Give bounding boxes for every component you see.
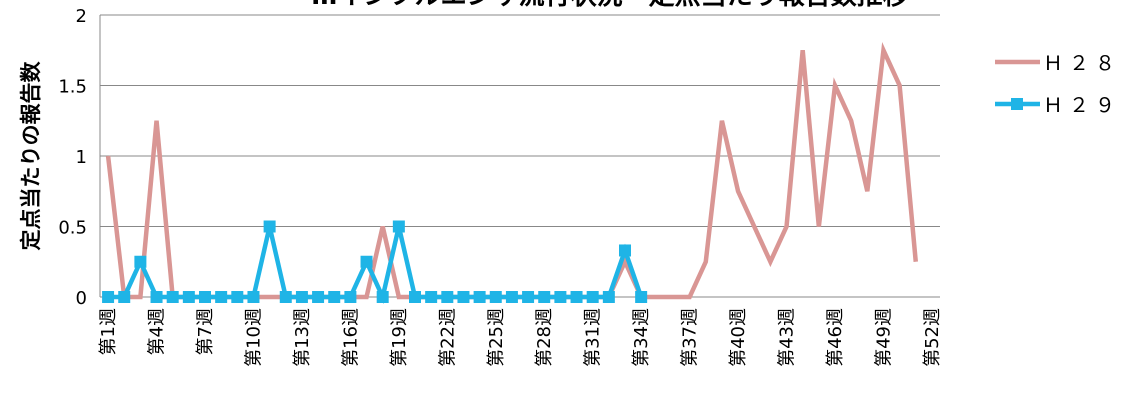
x-tick-label: 第28週 bbox=[534, 308, 555, 367]
x-tick-label: 第4週 bbox=[147, 308, 168, 355]
legend-label: Ｈ２８ bbox=[1043, 51, 1121, 75]
x-tick-label: 第52週 bbox=[922, 308, 943, 367]
x-tick-labels: 第1週 第4週 第7週 第10週 第13週 第16週 第19週 第22週 第25週 第28週 第31… bbox=[98, 308, 943, 367]
x-tick-label: 第10週 bbox=[243, 308, 264, 367]
data-point bbox=[102, 291, 115, 303]
data-point bbox=[360, 255, 373, 268]
data-point bbox=[457, 291, 470, 303]
x-tick-label: 第34週 bbox=[631, 308, 652, 367]
legend: Ｈ２８ Ｈ２９ bbox=[995, 51, 1121, 117]
data-point bbox=[134, 255, 147, 268]
legend-label: Ｈ２９ bbox=[1043, 93, 1121, 117]
data-point bbox=[522, 291, 535, 303]
data-point bbox=[231, 291, 244, 303]
series-line bbox=[105, 41, 919, 300]
data-point bbox=[505, 291, 518, 303]
data-point bbox=[166, 291, 179, 303]
data-point bbox=[635, 291, 648, 303]
x-tick-label: 第49週 bbox=[873, 308, 894, 367]
x-tick-label: 第37週 bbox=[680, 308, 701, 367]
data-point bbox=[392, 220, 405, 233]
data-point bbox=[150, 291, 163, 303]
y-tick-label: 0.5 bbox=[58, 218, 87, 239]
series-1 bbox=[102, 220, 648, 304]
legend-entry: Ｈ２８ bbox=[995, 51, 1121, 75]
data-point bbox=[570, 291, 583, 303]
x-tick-label: 第25週 bbox=[486, 308, 507, 367]
legend-entry: Ｈ２９ bbox=[995, 93, 1121, 117]
data-point bbox=[409, 291, 421, 303]
x-tick-label: 第13週 bbox=[292, 308, 313, 367]
data-point bbox=[376, 291, 389, 303]
data-point bbox=[619, 244, 631, 257]
data-point bbox=[263, 220, 276, 233]
data-point bbox=[215, 291, 228, 303]
x-tick-label: 第7週 bbox=[195, 308, 216, 355]
data-point bbox=[441, 291, 454, 303]
series-layer bbox=[102, 41, 919, 304]
data-point bbox=[538, 291, 551, 303]
x-tick-label: 第19週 bbox=[389, 308, 410, 367]
data-point bbox=[279, 291, 292, 303]
x-tick-label: 第16週 bbox=[340, 308, 361, 367]
series-line bbox=[108, 225, 644, 304]
data-point bbox=[602, 291, 615, 303]
x-tick-label: 第46週 bbox=[825, 308, 846, 367]
x-tick-label: 第1週 bbox=[98, 308, 119, 355]
y-tick-label: 0 bbox=[76, 288, 87, 309]
y-tick-labels: 0 0.5 1 1.5 2 bbox=[58, 6, 87, 309]
data-point bbox=[586, 291, 599, 303]
data-point bbox=[312, 291, 325, 303]
legend-marker bbox=[1011, 98, 1023, 110]
y-tick-label: 1 bbox=[76, 147, 87, 168]
series-0 bbox=[105, 41, 919, 300]
data-point bbox=[554, 291, 567, 303]
data-point bbox=[328, 291, 341, 303]
data-point bbox=[295, 291, 308, 303]
data-point bbox=[199, 291, 211, 303]
grid-lines bbox=[99, 14, 940, 298]
chart-title: …インフルエンザ流行状況 定点当たり報告数推移 bbox=[311, 0, 908, 11]
x-tick-label: 第40週 bbox=[728, 308, 749, 367]
x-tick-label: 第31週 bbox=[583, 308, 604, 367]
data-point bbox=[247, 291, 260, 303]
data-point bbox=[489, 291, 502, 303]
data-point bbox=[118, 291, 131, 303]
x-tick-label: 第43週 bbox=[777, 308, 798, 367]
data-point bbox=[473, 291, 486, 303]
y-axis-label: 定点当たりの報告数 bbox=[19, 61, 43, 251]
y-tick-label: 2 bbox=[76, 6, 87, 27]
x-tick-label: 第22週 bbox=[437, 308, 458, 367]
data-point bbox=[425, 291, 438, 303]
data-point bbox=[344, 291, 357, 303]
data-point bbox=[182, 291, 195, 303]
y-tick-label: 1.5 bbox=[58, 77, 87, 98]
